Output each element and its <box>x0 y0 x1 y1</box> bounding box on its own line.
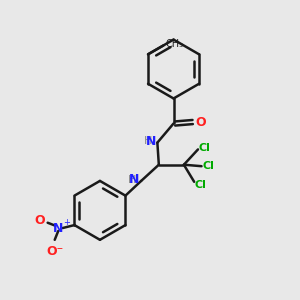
Text: H: H <box>128 175 136 185</box>
Text: O⁻: O⁻ <box>46 244 63 257</box>
Text: N: N <box>146 135 156 148</box>
Text: O: O <box>196 116 206 128</box>
Text: Cl: Cl <box>194 180 206 190</box>
Text: H: H <box>144 136 152 146</box>
Text: +: + <box>64 218 70 227</box>
Text: CH₃: CH₃ <box>165 39 184 49</box>
Text: N: N <box>53 221 63 235</box>
Text: O: O <box>34 214 45 227</box>
Text: N: N <box>129 173 140 186</box>
Text: Cl: Cl <box>199 143 211 153</box>
Text: Cl: Cl <box>202 161 214 171</box>
